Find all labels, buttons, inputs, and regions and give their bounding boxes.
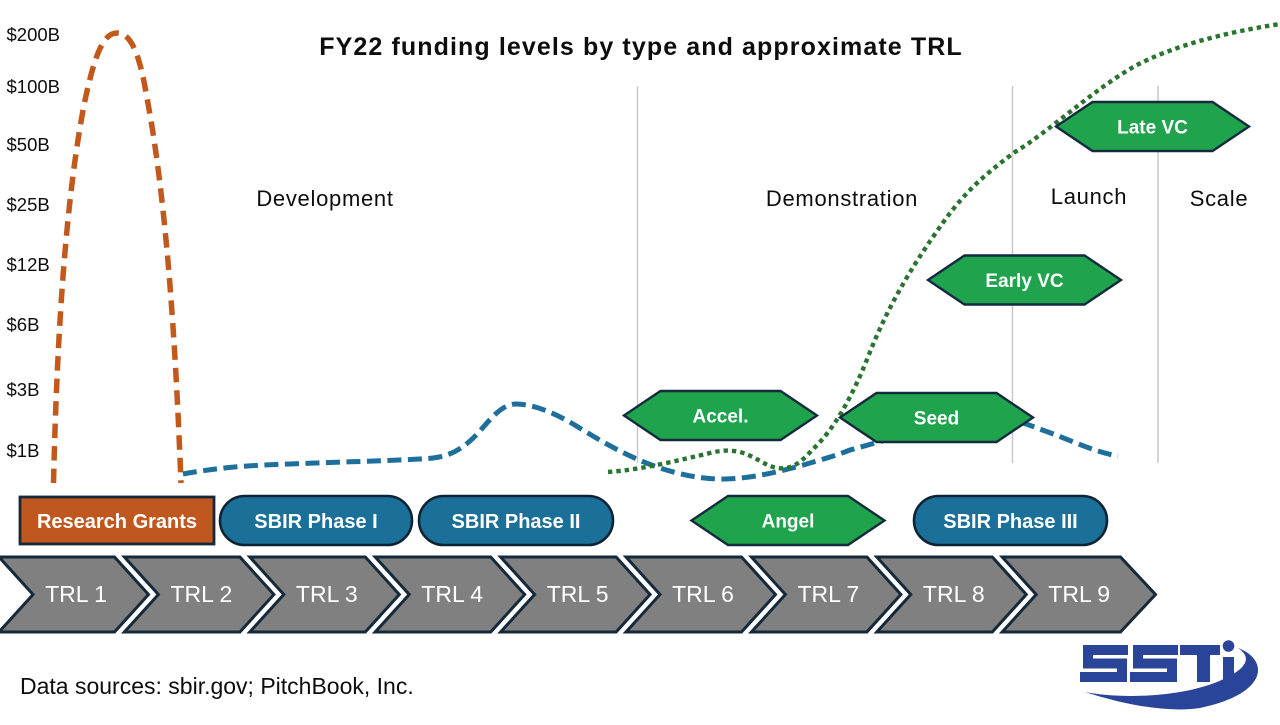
svg-text:$6B: $6B bbox=[7, 314, 40, 335]
svg-text:Demonstration: Demonstration bbox=[766, 186, 918, 211]
svg-text:Launch: Launch bbox=[1051, 184, 1127, 209]
svg-text:Data sources: sbir.gov; PitchB: Data sources: sbir.gov; PitchBook, Inc. bbox=[20, 673, 414, 699]
svg-text:Late VC: Late VC bbox=[1117, 118, 1188, 139]
svg-text:Development: Development bbox=[256, 186, 393, 211]
svg-text:Research Grants: Research Grants bbox=[37, 511, 197, 533]
svg-text:$50B: $50B bbox=[7, 134, 50, 155]
svg-text:TRL 1: TRL 1 bbox=[45, 581, 107, 607]
svg-text:SBIR Phase III: SBIR Phase III bbox=[943, 511, 1078, 533]
svg-text:TRL 5: TRL 5 bbox=[547, 581, 609, 607]
svg-text:$200B: $200B bbox=[7, 24, 61, 45]
svg-text:TRL 3: TRL 3 bbox=[296, 581, 358, 607]
svg-text:TRL 7: TRL 7 bbox=[798, 581, 860, 607]
svg-text:Seed: Seed bbox=[914, 409, 959, 430]
svg-text:Early VC: Early VC bbox=[985, 271, 1063, 292]
svg-text:$3B: $3B bbox=[7, 379, 40, 400]
svg-text:TRL 6: TRL 6 bbox=[672, 581, 734, 607]
svg-text:TRL 8: TRL 8 bbox=[923, 581, 985, 607]
svg-text:Angel: Angel bbox=[762, 512, 815, 533]
svg-text:FY22 funding levels by type an: FY22 funding levels by type and approxim… bbox=[319, 33, 962, 61]
svg-text:TRL 9: TRL 9 bbox=[1048, 581, 1110, 607]
svg-text:Accel.: Accel. bbox=[693, 407, 749, 428]
svg-text:$12B: $12B bbox=[7, 254, 50, 275]
svg-text:Scale: Scale bbox=[1190, 186, 1249, 211]
svg-text:$1B: $1B bbox=[7, 440, 40, 461]
svg-text:TRL 2: TRL 2 bbox=[171, 581, 233, 607]
svg-text:SBIR Phase I: SBIR Phase I bbox=[254, 511, 377, 533]
svg-text:SBIR Phase II: SBIR Phase II bbox=[452, 511, 581, 533]
svg-text:$25B: $25B bbox=[7, 194, 50, 215]
svg-text:$100B: $100B bbox=[7, 76, 61, 97]
svg-text:TRL 4: TRL 4 bbox=[421, 581, 483, 607]
